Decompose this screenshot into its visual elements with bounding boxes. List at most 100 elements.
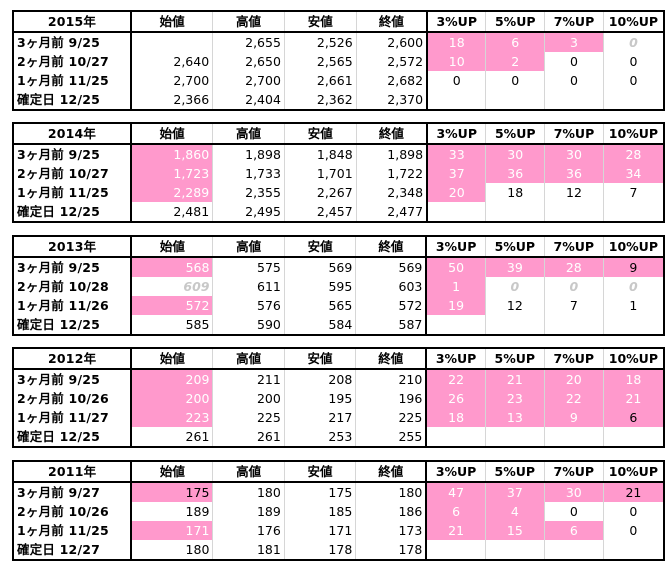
price-cell[interactable]: 2,650 bbox=[212, 52, 285, 71]
pct-count-cell[interactable]: 6 bbox=[426, 502, 486, 521]
year-label[interactable]: 2015年 bbox=[13, 11, 132, 33]
column-header-p7[interactable]: 7%UP bbox=[544, 348, 604, 370]
price-cell[interactable]: 200 bbox=[212, 389, 285, 408]
column-header-high[interactable]: 高値 bbox=[212, 11, 285, 33]
row-label[interactable]: 1ヶ月前 11/25 bbox=[13, 521, 133, 540]
price-cell[interactable]: 225 bbox=[212, 408, 285, 427]
column-header-p5[interactable]: 5%UP bbox=[485, 11, 546, 33]
column-header-high[interactable]: 高値 bbox=[212, 123, 285, 145]
row-label[interactable]: 1ヶ月前 11/25 bbox=[13, 71, 132, 90]
pct-count-cell[interactable]: 21 bbox=[485, 369, 545, 389]
price-cell[interactable]: 1,860 bbox=[130, 144, 214, 164]
column-header-p3[interactable]: 3%UP bbox=[426, 461, 486, 483]
price-cell[interactable]: 2,366 bbox=[130, 90, 214, 110]
price-cell[interactable]: 1,898 bbox=[356, 144, 429, 164]
price-cell[interactable]: 2,289 bbox=[130, 183, 214, 202]
pct-count-cell[interactable]: 2 bbox=[485, 52, 546, 71]
pct-count-cell[interactable] bbox=[426, 427, 486, 447]
pct-count-cell[interactable] bbox=[485, 90, 546, 110]
pct-count-cell[interactable]: 22 bbox=[544, 389, 604, 408]
pct-count-cell[interactable]: 20 bbox=[427, 183, 487, 202]
pct-count-cell[interactable] bbox=[603, 315, 664, 335]
column-header-open[interactable]: 始値 bbox=[130, 123, 214, 145]
pct-count-cell[interactable]: 18 bbox=[427, 32, 487, 52]
pct-count-cell[interactable]: 26 bbox=[426, 389, 486, 408]
price-cell[interactable]: 2,404 bbox=[212, 90, 285, 110]
pct-count-cell[interactable]: 0 bbox=[544, 502, 604, 521]
pct-count-cell[interactable] bbox=[427, 90, 487, 110]
price-cell[interactable]: 189 bbox=[131, 502, 214, 521]
pct-count-cell[interactable]: 28 bbox=[544, 257, 604, 277]
price-cell[interactable]: 2,481 bbox=[130, 202, 214, 222]
pct-count-cell[interactable]: 6 bbox=[544, 521, 604, 540]
pct-count-cell[interactable]: 6 bbox=[603, 408, 664, 427]
price-cell[interactable]: 223 bbox=[131, 408, 214, 427]
price-cell[interactable]: 2,370 bbox=[356, 90, 429, 110]
column-header-p5[interactable]: 5%UP bbox=[485, 461, 545, 483]
price-cell[interactable]: 2,640 bbox=[130, 52, 214, 71]
pct-count-cell[interactable]: 10 bbox=[427, 52, 487, 71]
column-header-p10[interactable]: 10%UP bbox=[603, 348, 664, 370]
pct-count-cell[interactable]: 50 bbox=[426, 257, 486, 277]
price-cell[interactable]: 2,572 bbox=[356, 52, 429, 71]
column-header-low[interactable]: 安値 bbox=[284, 123, 357, 145]
price-cell[interactable]: 209 bbox=[131, 369, 214, 389]
column-header-low[interactable]: 安値 bbox=[284, 461, 357, 483]
pct-count-cell[interactable]: 19 bbox=[426, 296, 486, 315]
price-cell[interactable]: 176 bbox=[212, 521, 285, 540]
pct-count-cell[interactable]: 47 bbox=[426, 482, 486, 502]
pct-count-cell[interactable] bbox=[544, 202, 604, 222]
price-cell[interactable]: 2,355 bbox=[212, 183, 285, 202]
pct-count-cell[interactable]: 23 bbox=[485, 389, 545, 408]
pct-count-cell[interactable] bbox=[485, 427, 545, 447]
pct-count-cell[interactable]: 34 bbox=[603, 164, 664, 183]
price-cell[interactable]: 175 bbox=[131, 482, 214, 502]
pct-count-cell[interactable]: 6 bbox=[485, 32, 546, 52]
price-cell[interactable]: 180 bbox=[212, 482, 285, 502]
price-cell[interactable]: 196 bbox=[355, 389, 428, 408]
price-cell[interactable]: 210 bbox=[355, 369, 428, 389]
price-cell[interactable]: 2,526 bbox=[284, 32, 357, 52]
price-cell[interactable] bbox=[130, 32, 214, 52]
column-header-p10[interactable]: 10%UP bbox=[603, 123, 664, 145]
pct-count-cell[interactable]: 18 bbox=[603, 369, 664, 389]
pct-count-cell[interactable] bbox=[544, 427, 604, 447]
row-label[interactable]: 確定日 12/25 bbox=[13, 202, 132, 222]
pct-count-cell[interactable]: 39 bbox=[485, 257, 545, 277]
pct-count-cell[interactable]: 1 bbox=[426, 277, 486, 296]
column-header-high[interactable]: 高値 bbox=[212, 461, 285, 483]
column-header-open[interactable]: 始値 bbox=[130, 11, 214, 33]
pct-count-cell[interactable] bbox=[544, 90, 604, 110]
pct-count-cell[interactable] bbox=[426, 540, 486, 560]
pct-count-cell[interactable]: 36 bbox=[485, 164, 546, 183]
row-label[interactable]: 2ヶ月前 10/26 bbox=[13, 502, 133, 521]
column-header-high[interactable]: 高値 bbox=[212, 348, 285, 370]
year-label[interactable]: 2013年 bbox=[13, 236, 133, 258]
price-cell[interactable]: 195 bbox=[284, 389, 357, 408]
pct-count-cell[interactable] bbox=[485, 315, 545, 335]
price-cell[interactable]: 181 bbox=[212, 540, 285, 560]
column-header-p7[interactable]: 7%UP bbox=[544, 11, 604, 33]
column-header-p10[interactable]: 10%UP bbox=[603, 236, 664, 258]
pct-count-cell[interactable]: 0 bbox=[485, 71, 546, 90]
year-label[interactable]: 2012年 bbox=[13, 348, 133, 370]
column-header-close[interactable]: 終値 bbox=[356, 11, 429, 33]
price-cell[interactable]: 185 bbox=[284, 502, 357, 521]
row-label[interactable]: 2ヶ月前 10/28 bbox=[13, 277, 133, 296]
column-header-close[interactable]: 終値 bbox=[356, 123, 429, 145]
price-cell[interactable]: 2,700 bbox=[212, 71, 285, 90]
pct-count-cell[interactable]: 0 bbox=[629, 35, 638, 50]
price-cell[interactable]: 200 bbox=[131, 389, 214, 408]
price-cell[interactable]: 2,565 bbox=[284, 52, 357, 71]
pct-count-cell[interactable] bbox=[427, 202, 487, 222]
price-cell[interactable]: 2,362 bbox=[284, 90, 357, 110]
pct-count-cell[interactable]: 0 bbox=[629, 523, 638, 538]
column-header-open[interactable]: 始値 bbox=[131, 236, 214, 258]
column-header-p3[interactable]: 3%UP bbox=[426, 348, 486, 370]
pct-count-cell[interactable] bbox=[426, 315, 486, 335]
price-cell[interactable]: 180 bbox=[355, 482, 428, 502]
price-cell[interactable]: 575 bbox=[212, 257, 285, 277]
row-label[interactable]: 3ヶ月前 9/27 bbox=[13, 482, 133, 502]
column-header-p5[interactable]: 5%UP bbox=[485, 348, 545, 370]
price-cell[interactable]: 1,898 bbox=[212, 144, 285, 164]
